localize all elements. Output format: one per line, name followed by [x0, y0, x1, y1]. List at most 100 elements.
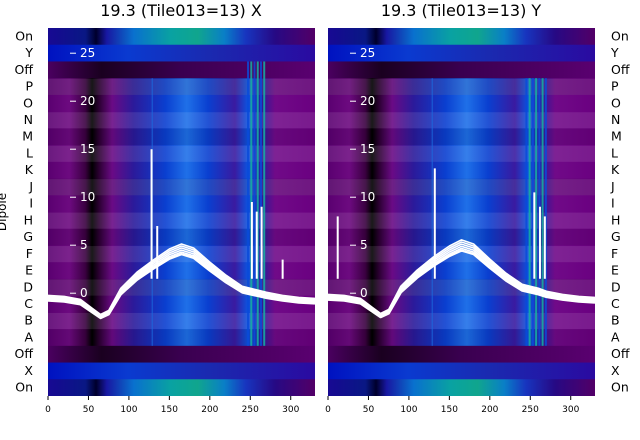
heatmap-row-shade — [328, 329, 595, 346]
rfi-stripe — [247, 61, 250, 346]
dipole-label-on: On — [611, 28, 629, 43]
heatmap-row-b — [48, 312, 315, 330]
dipole-label-p: P — [25, 79, 33, 94]
x-tick-label: 0 — [45, 405, 51, 415]
dipole-label-j: J — [28, 179, 33, 194]
power-trace — [48, 243, 315, 316]
rfi-stripe — [531, 78, 534, 346]
x-tick-label: 250 — [522, 405, 539, 415]
dipole-label-on: On — [611, 380, 629, 395]
heatmap-row-y — [48, 44, 315, 63]
x-tick-label: 150 — [161, 405, 178, 415]
power-ytick-label: 20 — [360, 94, 375, 108]
power-trace — [328, 239, 595, 315]
dipole-label-d: D — [23, 279, 33, 294]
rfi-stripe — [256, 61, 259, 346]
power-ytick-label: 0 — [80, 286, 88, 300]
x-tick-label: 200 — [201, 405, 218, 415]
panel-y: 19.3 (Tile013=13) Y 0 5 10 15 20 25 0 50 100 150… — [325, 1, 630, 415]
heatmap-row-e — [48, 262, 315, 280]
power-ytick-label: 5 — [80, 238, 88, 252]
x-tick-label: 100 — [400, 405, 417, 415]
heatmap-row-j — [328, 178, 595, 196]
dipole-label-x: X — [24, 363, 33, 378]
heatmap-y — [328, 28, 595, 396]
dipole-label-g: G — [611, 229, 621, 244]
dipole-label-f: F — [26, 246, 33, 261]
power-ytick-label: 15 — [360, 142, 375, 156]
heatmap-row-shade — [328, 379, 595, 396]
power-ytick-label: 25 — [80, 46, 95, 60]
heatmap-row-shade — [328, 228, 595, 246]
dipole-label-n: N — [611, 112, 620, 127]
heatmap-row-off — [48, 61, 315, 79]
x-tick-label: 100 — [120, 405, 137, 415]
heatmap-row-e — [328, 262, 595, 280]
heatmap-row-shade — [328, 128, 595, 146]
heatmap-row-on — [328, 379, 595, 396]
rfi-stripe — [253, 61, 256, 346]
rfi-stripe — [535, 78, 538, 346]
dipole-label-m: M — [611, 129, 622, 144]
x-tick-label: 150 — [441, 405, 458, 415]
heatmap-row-l — [328, 145, 595, 163]
heatmap-row-shade — [328, 78, 595, 95]
x-tick-label: 0 — [325, 405, 331, 415]
dipole-label-y: Y — [610, 45, 619, 60]
heatmap-row-b — [328, 312, 595, 330]
x-tick-label: 50 — [83, 405, 95, 415]
power-traces — [328, 168, 595, 319]
heatmap-row-shade — [48, 329, 315, 346]
heatmap-row-i — [328, 195, 595, 213]
dipole-label-l: L — [26, 145, 33, 160]
heatmap-row-on — [48, 379, 315, 396]
x-tick-label: 200 — [481, 405, 498, 415]
rfi-stripe — [541, 78, 544, 346]
dipole-label-on: On — [15, 28, 33, 43]
dipole-label-l: L — [611, 145, 618, 160]
heatmap-row-k — [328, 161, 595, 180]
dipole-label-e: E — [25, 263, 33, 278]
dipole-label-h: H — [611, 212, 620, 227]
rfi-stripe — [525, 78, 528, 346]
power-ytick-label: 15 — [80, 142, 95, 156]
heatmap-row-x — [48, 362, 315, 380]
heatmap-rows — [48, 28, 315, 396]
heatmap-row-shade — [48, 28, 315, 45]
power-ytick-label: 10 — [360, 190, 375, 204]
heatmap-rows — [328, 28, 595, 396]
dipole-label-e: E — [611, 263, 619, 278]
dipole-label-j: J — [610, 179, 615, 194]
dipole-label-on: On — [15, 380, 33, 395]
dipole-label-m: M — [22, 129, 33, 144]
heatmap-row-h — [328, 212, 595, 230]
dipole-label-off: Off — [611, 346, 630, 361]
heatmap-row-shade — [48, 228, 315, 246]
dipole-label-a: A — [24, 329, 33, 344]
heatmap-row-on — [328, 28, 595, 46]
heatmap-row-n — [328, 111, 595, 129]
dipole-label-c: C — [24, 296, 33, 311]
power-yticks: 0 5 10 15 20 25 — [70, 46, 95, 300]
power-ytick-label: 0 — [360, 286, 368, 300]
heatmap-row-o — [328, 94, 595, 113]
heatmap-row-f — [328, 245, 595, 263]
dipole-label-x: X — [611, 363, 620, 378]
x-tick-label: 300 — [562, 405, 579, 415]
heatmap-row-shade — [328, 28, 595, 45]
dipole-label-n: N — [24, 112, 33, 127]
dipole-label-i: I — [611, 196, 615, 211]
rfi-stripe — [259, 61, 262, 346]
dipole-label-p: P — [611, 79, 619, 94]
heatmap-row-shade — [48, 78, 315, 95]
dipole-label-y: Y — [24, 45, 33, 60]
dipole-label-off: Off — [611, 62, 630, 77]
dipole-label-f: F — [611, 246, 618, 261]
heatmap-row-on — [48, 28, 315, 46]
dipole-label-b: B — [611, 313, 620, 328]
dipole-label-h: H — [24, 212, 33, 227]
dipole-label-o: O — [23, 95, 33, 110]
heatmap-row-a — [328, 329, 595, 347]
